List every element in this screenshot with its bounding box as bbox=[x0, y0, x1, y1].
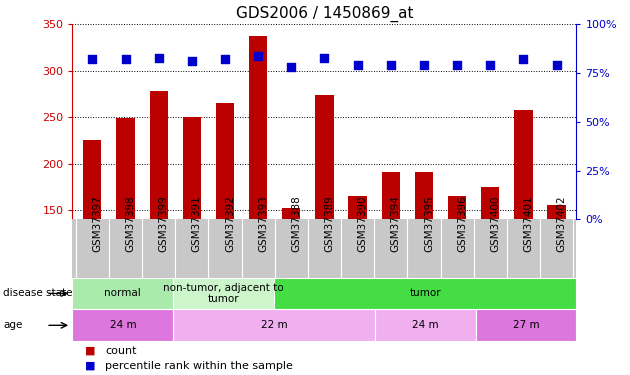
Bar bbox=[476, 309, 576, 341]
Text: disease state: disease state bbox=[3, 288, 72, 298]
Text: age: age bbox=[3, 320, 23, 330]
Point bbox=[419, 62, 429, 68]
Text: GSM37399: GSM37399 bbox=[159, 196, 169, 252]
Point bbox=[353, 62, 363, 68]
Text: GSM37388: GSM37388 bbox=[291, 196, 301, 252]
Text: GSM37391: GSM37391 bbox=[192, 196, 202, 252]
Text: GSM37397: GSM37397 bbox=[93, 196, 102, 252]
Text: GSM37390: GSM37390 bbox=[358, 196, 368, 252]
Point bbox=[518, 57, 529, 63]
Bar bbox=[415, 172, 433, 219]
Bar bbox=[173, 309, 375, 341]
Bar bbox=[382, 172, 400, 219]
Bar bbox=[375, 309, 476, 341]
Bar bbox=[183, 117, 201, 219]
Point bbox=[88, 57, 98, 63]
Text: GSM37393: GSM37393 bbox=[258, 196, 268, 252]
Text: count: count bbox=[105, 346, 137, 356]
Bar bbox=[173, 278, 274, 309]
Text: normal: normal bbox=[105, 288, 141, 298]
Bar bbox=[547, 206, 566, 219]
Text: tumor: tumor bbox=[410, 288, 441, 298]
Text: GSM37401: GSM37401 bbox=[524, 196, 534, 252]
Bar bbox=[481, 187, 500, 219]
Text: GSM37402: GSM37402 bbox=[556, 196, 566, 252]
Text: GSM37389: GSM37389 bbox=[324, 196, 335, 252]
Bar bbox=[514, 110, 532, 219]
Bar bbox=[282, 208, 301, 219]
Bar bbox=[72, 278, 173, 309]
Text: GSM37392: GSM37392 bbox=[225, 196, 235, 252]
Bar bbox=[348, 196, 367, 219]
Point bbox=[253, 53, 263, 58]
Text: ■: ■ bbox=[85, 346, 96, 356]
Text: 24 m: 24 m bbox=[110, 320, 136, 330]
Point bbox=[551, 62, 561, 68]
Bar bbox=[216, 103, 234, 219]
Bar bbox=[72, 309, 173, 341]
Text: GSM37394: GSM37394 bbox=[391, 196, 401, 252]
Bar bbox=[249, 36, 267, 219]
Point bbox=[386, 62, 396, 68]
Text: GSM37400: GSM37400 bbox=[490, 196, 500, 252]
Bar bbox=[274, 278, 576, 309]
Point bbox=[485, 62, 495, 68]
Title: GDS2006 / 1450869_at: GDS2006 / 1450869_at bbox=[236, 5, 413, 22]
Text: GSM37396: GSM37396 bbox=[457, 196, 467, 252]
Bar bbox=[316, 95, 333, 219]
Text: GSM37395: GSM37395 bbox=[424, 196, 434, 252]
Bar bbox=[149, 91, 168, 219]
Text: 24 m: 24 m bbox=[412, 320, 438, 330]
Bar bbox=[117, 118, 135, 219]
Point bbox=[452, 62, 462, 68]
Text: ■: ■ bbox=[85, 360, 96, 370]
Text: 22 m: 22 m bbox=[261, 320, 287, 330]
Bar bbox=[448, 196, 466, 219]
Text: 27 m: 27 m bbox=[513, 320, 539, 330]
Point bbox=[186, 58, 197, 64]
Point bbox=[154, 54, 164, 60]
Bar bbox=[83, 141, 101, 219]
Text: GSM37398: GSM37398 bbox=[125, 196, 135, 252]
Text: non-tumor, adjacent to
tumor: non-tumor, adjacent to tumor bbox=[163, 283, 284, 304]
Text: percentile rank within the sample: percentile rank within the sample bbox=[105, 360, 293, 370]
Point bbox=[286, 64, 296, 70]
Point bbox=[319, 54, 329, 60]
Point bbox=[220, 57, 230, 63]
Point bbox=[120, 57, 130, 63]
